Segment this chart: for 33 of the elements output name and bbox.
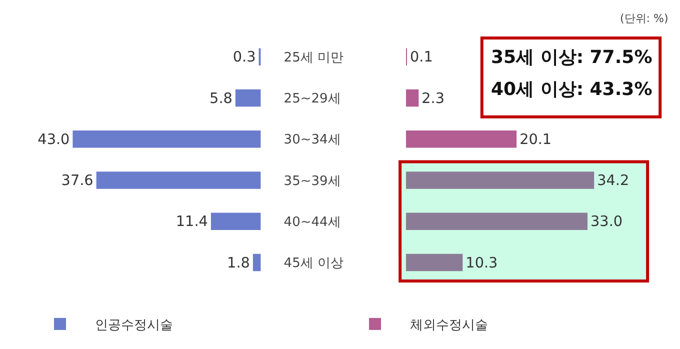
bar [406, 172, 594, 189]
data-label: 0.1 [410, 50, 433, 66]
bar [235, 89, 261, 107]
data-label: 33.0 [590, 214, 623, 230]
annotation: 35세 이상: 77.5% [491, 47, 652, 68]
bar [406, 212, 588, 230]
bar [406, 130, 517, 148]
data-label: 10.3 [466, 255, 498, 272]
data-label: 5.8 [210, 90, 232, 107]
bar [406, 89, 419, 107]
bar [406, 254, 463, 272]
legend-label: 체외수정시술 [410, 318, 488, 334]
data-label: 37.6 [61, 173, 94, 190]
y-tick-label: 40~44세 [284, 214, 341, 230]
data-label: 0.3 [232, 50, 256, 66]
bar [72, 130, 261, 148]
bar [252, 254, 261, 272]
text: (단위: %) [620, 12, 668, 25]
y-tick-label: 30~34세 [284, 132, 341, 148]
data-label: 11.4 [176, 214, 208, 230]
bar [210, 212, 261, 230]
data-label: 34.2 [597, 173, 630, 190]
y-tick-label: 35~39세 [284, 174, 341, 189]
y-tick-label: 45세 이상 [284, 256, 344, 272]
y-tick-label: 25~29세 [284, 92, 341, 107]
data-label: 2.3 [422, 90, 445, 107]
bar [96, 172, 261, 189]
annotation: 40세 이상: 43.3% [491, 79, 652, 100]
data-label: 1.8 [227, 255, 250, 272]
data-label: 20.1 [520, 132, 552, 148]
legend-label: 인공수정시술 [95, 318, 173, 334]
data-label: 43.0 [38, 132, 70, 148]
y-tick-label: 25세 미만 [284, 50, 344, 66]
